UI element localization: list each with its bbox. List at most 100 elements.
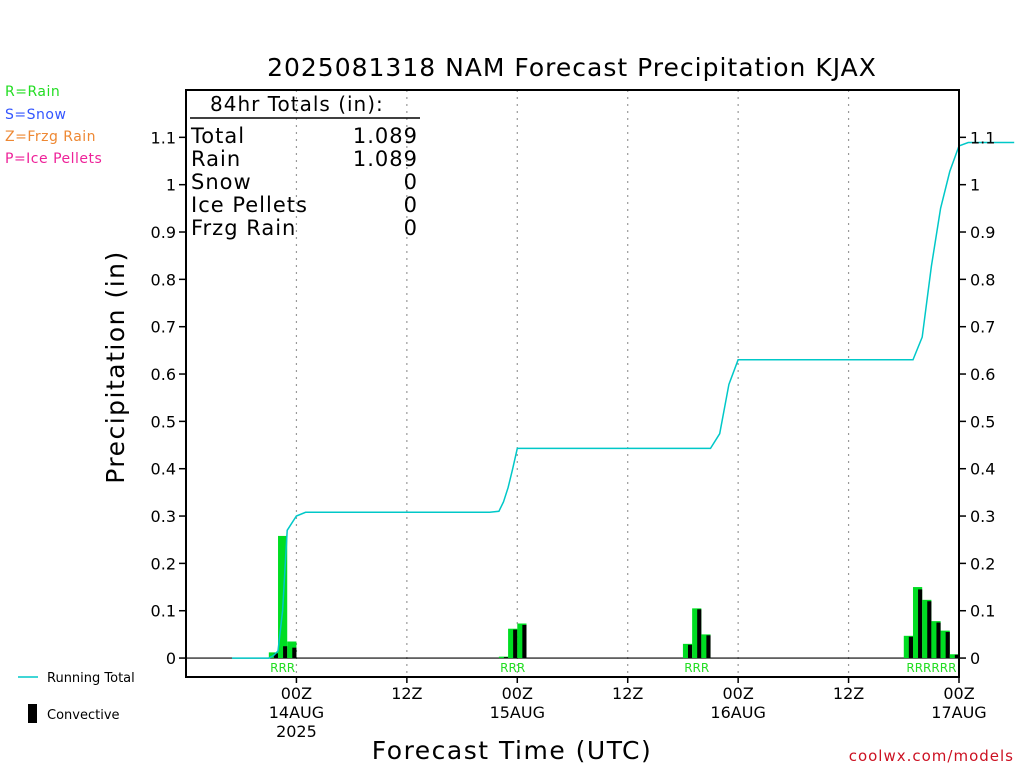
totals-row-label: Frzg Rain xyxy=(191,216,296,240)
x-tick-label: 00Z xyxy=(281,684,312,703)
precip-bar xyxy=(940,630,950,659)
precip-bar xyxy=(903,635,913,659)
legend-running-total: Running Total xyxy=(47,671,135,686)
y-tick-label: 0.7 xyxy=(151,318,176,337)
convective-swatch xyxy=(28,704,37,723)
y-axis-right: 0 0.1 0.2 0.3 0.4 0.5 0.6 0.7 0.8 0.9 1 1.1 xyxy=(959,128,995,668)
grid-lines xyxy=(186,90,959,677)
convective-bar xyxy=(918,589,923,659)
running-total-line xyxy=(232,141,1015,659)
convective-bar xyxy=(283,646,288,659)
totals-row-value: 1.089 xyxy=(353,124,418,148)
precip-bar xyxy=(692,608,702,659)
precip-bar xyxy=(931,621,941,659)
series-legend: Running Total Convective xyxy=(18,671,135,723)
x-tick-label: 16AUG xyxy=(710,703,765,722)
convective-bar xyxy=(503,657,509,659)
x-tick-label: 17AUG xyxy=(931,703,986,722)
convective-bar xyxy=(908,636,913,659)
y-tick-label: 0.8 xyxy=(151,270,176,289)
totals-row-label: Total xyxy=(190,124,245,148)
y-tick-label: 0.2 xyxy=(151,554,176,573)
precip-bar xyxy=(912,587,923,659)
x-tick-label: 00Z xyxy=(502,684,533,703)
precip-type-label: RRR xyxy=(270,661,295,675)
y-tick-label: 0.6 xyxy=(151,365,176,384)
totals-rows: Total 1.089 Rain 1.089 Snow 0 Ice Pellets 0 Frzg… xyxy=(190,124,418,240)
precip-bar xyxy=(701,634,711,659)
precip-type-label: RRR xyxy=(500,661,525,675)
convective-bar xyxy=(513,629,518,659)
y-tick-label: 0.3 xyxy=(970,507,995,526)
totals-row-value: 0 xyxy=(404,216,418,240)
y-tick-label: 0 xyxy=(166,649,176,668)
x-tick-label: 12Z xyxy=(612,684,643,703)
y-tick-label: 1.1 xyxy=(970,128,995,147)
totals-row-value: 1.089 xyxy=(353,147,418,171)
totals-row-label: Snow xyxy=(191,170,252,194)
y-tick-label: 0.9 xyxy=(970,223,995,242)
plot-frame xyxy=(185,89,960,678)
convective-bar xyxy=(292,647,297,659)
convective-bar xyxy=(936,622,941,659)
y-tick-label: 0.4 xyxy=(970,460,995,479)
y-tick-label: 0.1 xyxy=(151,602,176,621)
precip-type-legend: R=Rain S=Snow Z=Frzg Rain P=Ice Pellets xyxy=(5,84,102,167)
y-tick-label: 0.2 xyxy=(970,554,995,573)
x-tick-label: 15AUG xyxy=(490,703,545,722)
legend-rain: R=Rain xyxy=(5,84,60,100)
legend-ice-pellets: P=Ice Pellets xyxy=(5,151,102,167)
totals-row-value: 0 xyxy=(404,193,418,217)
x-tick-label: 14AUG xyxy=(269,703,324,722)
precip-type-label: RRRRRR xyxy=(906,661,956,675)
convective-bar xyxy=(273,653,279,659)
precip-bar xyxy=(682,643,693,659)
convective-bar xyxy=(706,635,711,659)
y-tick-label: 0.5 xyxy=(970,412,995,431)
y-tick-label: 1 xyxy=(166,176,176,195)
chart-title: 2025081318 NAM Forecast Precipitation KJ… xyxy=(267,53,877,82)
y-tick-label: 0.6 xyxy=(970,365,995,384)
totals-title: 84hr Totals (in): xyxy=(210,92,384,116)
y-tick-label: 0.3 xyxy=(151,507,176,526)
y-tick-label: 0 xyxy=(970,649,980,668)
convective-bar xyxy=(954,654,959,659)
precip-bars xyxy=(268,535,959,659)
y-tick-label: 1 xyxy=(970,176,980,195)
credit-text: coolwx.com/models xyxy=(849,747,1014,765)
precip-bar xyxy=(287,641,297,659)
convective-bar xyxy=(522,624,527,659)
x-tick-label: 12Z xyxy=(391,684,422,703)
x-axis-label: Forecast Time (UTC) xyxy=(372,736,652,765)
y-tick-label: 1.1 xyxy=(151,128,176,147)
precip-type-labels: RRR RRR RRR RRRRRR xyxy=(270,661,956,675)
precip-bar xyxy=(949,654,959,659)
y-tick-label: 0.5 xyxy=(151,412,176,431)
y-tick-label: 0.4 xyxy=(151,460,176,479)
x-tick-label: 00Z xyxy=(943,684,974,703)
totals-row-value: 0 xyxy=(404,170,418,194)
y-tick-label: 0.8 xyxy=(970,270,995,289)
precip-bar xyxy=(508,628,518,659)
x-tick-label: 00Z xyxy=(722,684,753,703)
y-axis-label: Precipitation (in) xyxy=(101,250,130,484)
precip-bar xyxy=(278,535,288,659)
legend-frzg-rain: Z=Frzg Rain xyxy=(5,129,96,145)
totals-row-label: Ice Pellets xyxy=(191,193,308,217)
totals-box: 84hr Totals (in): Total 1.089 Rain 1.089 Sno… xyxy=(190,92,420,240)
legend-convective: Convective xyxy=(47,708,120,723)
convective-bar xyxy=(945,632,950,659)
legend-snow: S=Snow xyxy=(5,107,66,123)
totals-row-label: Rain xyxy=(191,147,241,171)
y-tick-label: 0.1 xyxy=(970,602,995,621)
y-tick-label: 0.7 xyxy=(970,318,995,337)
x-tick-label: 12Z xyxy=(833,684,864,703)
precip-bar xyxy=(498,656,509,659)
convective-bar xyxy=(927,601,932,659)
precip-bar xyxy=(517,623,527,659)
y-tick-label: 0.9 xyxy=(151,223,176,242)
precip-bar xyxy=(922,599,932,659)
x-tick-label: 2025 xyxy=(276,722,317,741)
